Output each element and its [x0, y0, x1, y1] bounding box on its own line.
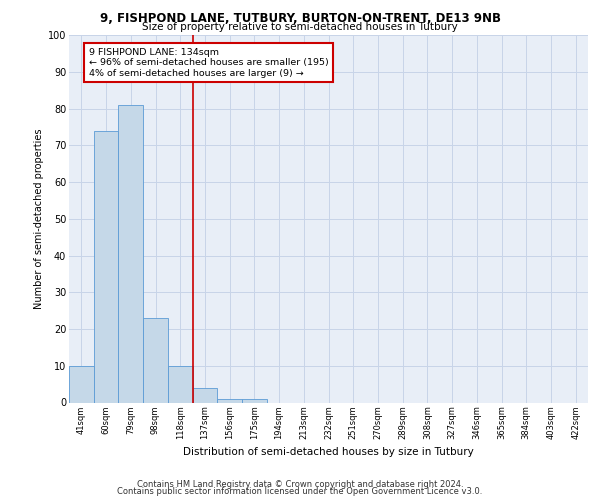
Bar [242, 399, 267, 402]
Bar [143, 318, 168, 402]
Text: Contains HM Land Registry data © Crown copyright and database right 2024.: Contains HM Land Registry data © Crown c… [137, 480, 463, 489]
Bar [193, 388, 217, 402]
Bar [168, 366, 193, 403]
Bar [118, 105, 143, 403]
Y-axis label: Number of semi-detached properties: Number of semi-detached properties [34, 128, 44, 309]
Text: Contains public sector information licensed under the Open Government Licence v3: Contains public sector information licen… [118, 487, 482, 496]
Bar [217, 399, 242, 402]
Text: 9 FISHPOND LANE: 134sqm
← 96% of semi-detached houses are smaller (195)
4% of se: 9 FISHPOND LANE: 134sqm ← 96% of semi-de… [89, 48, 329, 78]
Text: 9, FISHPOND LANE, TUTBURY, BURTON-ON-TRENT, DE13 9NB: 9, FISHPOND LANE, TUTBURY, BURTON-ON-TRE… [100, 12, 500, 26]
Bar [94, 130, 118, 402]
Text: Size of property relative to semi-detached houses in Tutbury: Size of property relative to semi-detach… [142, 22, 458, 32]
X-axis label: Distribution of semi-detached houses by size in Tutbury: Distribution of semi-detached houses by … [183, 448, 474, 458]
Bar [69, 366, 94, 403]
